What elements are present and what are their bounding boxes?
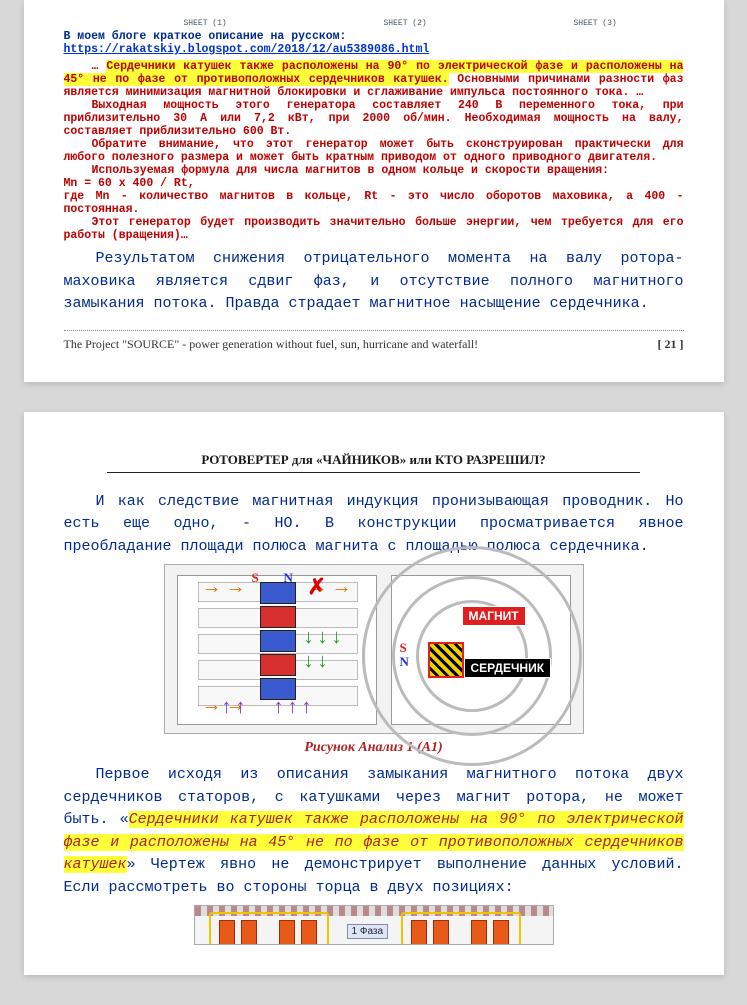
sheet-label: SHEET (2) (384, 19, 427, 28)
blog-intro: В моем блоге краткое описание на русском… (64, 30, 347, 43)
intro-paragraph: И как следствие магнитная индукция прони… (64, 491, 684, 559)
formula: Mn = 60 x 400 / Rt, (64, 177, 684, 190)
diagram-end-view: 1 Фаза (194, 905, 554, 945)
sheet-label: SHEET (3) (574, 19, 617, 28)
page-footer: The Project "SOURCE" - power generation … (64, 330, 684, 352)
para-1: … Сердечники катушек также расположены н… (64, 60, 684, 99)
title-underline (107, 472, 640, 473)
page-number: [ 21 ] (658, 337, 684, 352)
para-5: Этот генератор будет производить значите… (64, 216, 684, 242)
phase-label: 1 Фаза (347, 924, 389, 939)
para-4-intro: Используемая формула для числа магнитов … (64, 164, 684, 177)
blog-link[interactable]: https://rakatskiy.blogspot.com/2018/12/a… (64, 43, 430, 56)
formula-desc: где Mn - количество магнитов в кольце, R… (64, 190, 684, 216)
para-3: Обратите внимание, что этот генератор мо… (64, 138, 684, 164)
diagram-right-panel: S N МАГНИТ СЕРДЕЧНИК (391, 575, 571, 725)
footer-text: The Project "SOURCE" - power generation … (64, 337, 479, 352)
para-2: Выходная мощность этого генератора соста… (64, 99, 684, 138)
result-paragraph: Результатом снижения отрицательного моме… (64, 248, 684, 316)
page-1: SHEET (1) SHEET (2) SHEET (3) В моем бло… (24, 0, 724, 382)
blog-line: В моем блоге краткое описание на русском… (64, 30, 684, 56)
n-label: N (284, 570, 293, 586)
x-mark: ✗ (308, 574, 326, 600)
core-hatch (428, 642, 464, 678)
analysis-paragraph: Первое исходя из описания замыкания магн… (64, 764, 684, 899)
schematic-remnant: SHEET (1) SHEET (2) SHEET (3) (64, 0, 684, 30)
diagram-analysis-1: S N → → → → → → ✗ ↓ ↓ ↓ ↓ ↓ ↑ ↑ ↑ ↑ ↑ S … (164, 564, 584, 734)
tag-core: СЕРДЕЧНИК (464, 658, 552, 678)
figure-caption-1: Рисунок Анализ 1 (А1) (64, 740, 684, 756)
tag-magnet: МАГНИТ (462, 606, 526, 626)
sheet-label: SHEET (1) (184, 19, 227, 28)
page-2: РОТОВЕРТЕР для «ЧАЙНИКОВ» или КТО РАЗРЕШ… (24, 412, 724, 976)
page-title: РОТОВЕРТЕР для «ЧАЙНИКОВ» или КТО РАЗРЕШ… (64, 452, 684, 468)
n-label-r: N (400, 654, 409, 670)
diagram-left-panel: S N → → → → → → ✗ ↓ ↓ ↓ ↓ ↓ ↑ ↑ ↑ ↑ ↑ (177, 575, 377, 725)
s-label: S (252, 570, 259, 586)
